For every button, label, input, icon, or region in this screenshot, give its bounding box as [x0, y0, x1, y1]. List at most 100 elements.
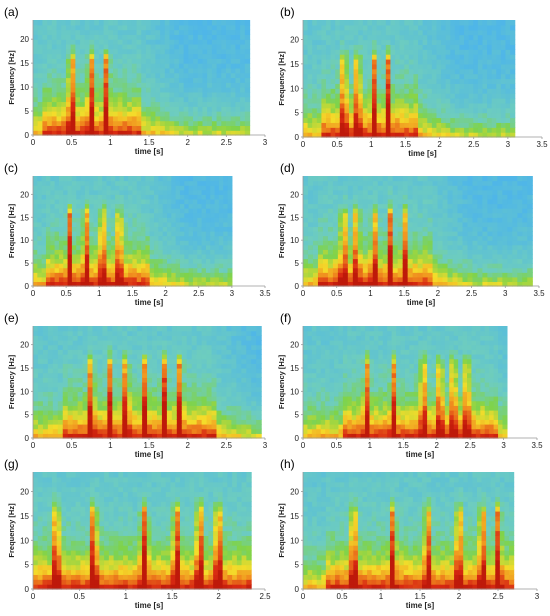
- heatmap-cell: [149, 253, 155, 260]
- heatmap-cell: [447, 212, 454, 218]
- heatmap-cell: [385, 78, 392, 84]
- heatmap-cell: [216, 111, 222, 117]
- heatmap-cell: [47, 340, 54, 346]
- heatmap-cell: [71, 240, 77, 246]
- heatmap-cell: [402, 208, 409, 214]
- heatmap-cell: [226, 111, 232, 117]
- heatmap-cell: [37, 43, 44, 50]
- heatmap-cell: [84, 185, 90, 191]
- heatmap-cell: [127, 43, 133, 50]
- heatmap-cell: [482, 203, 488, 209]
- heatmap-cell: [108, 67, 114, 74]
- heatmap-cell: [115, 272, 121, 278]
- heatmap-cell: [89, 24, 95, 31]
- heatmap-cell: [65, 20, 72, 26]
- heatmap-cell: [385, 68, 392, 75]
- heatmap-cell: [72, 372, 79, 378]
- heatmap-cell: [201, 208, 207, 214]
- heatmap-cell: [102, 226, 108, 232]
- heatmap-cell: [349, 34, 355, 41]
- heatmap-cell: [307, 117, 313, 123]
- heatmap-cell: [61, 96, 67, 103]
- heatmap-cell: [47, 396, 54, 402]
- heatmap-cell: [412, 249, 419, 255]
- heatmap-cell: [37, 400, 44, 406]
- heatmap-cell: [317, 281, 324, 287]
- heatmap-cell: [307, 249, 314, 255]
- heatmap-cell: [412, 217, 419, 223]
- heatmap-cell: [418, 88, 424, 94]
- heatmap-cell: [387, 198, 394, 205]
- heatmap-cell: [441, 117, 447, 123]
- heatmap-cell: [33, 405, 39, 411]
- heatmap-cell: [62, 400, 69, 406]
- heatmap-cell: [482, 244, 488, 250]
- heatmap-cell: [160, 29, 166, 35]
- heatmap-cell: [390, 112, 396, 119]
- heatmap-cell: [211, 24, 218, 31]
- heatmap-cell: [339, 73, 346, 80]
- heatmap-cell: [61, 115, 67, 122]
- heatmap-cell: [57, 354, 64, 360]
- heatmap-cell: [149, 240, 155, 246]
- heatmap-cell: [402, 231, 409, 237]
- heatmap-cell: [54, 272, 60, 278]
- heatmap-cell: [347, 203, 354, 209]
- heatmap-cell: [37, 221, 43, 228]
- heatmap-cell: [70, 91, 76, 98]
- heatmap-cell: [517, 176, 523, 182]
- heatmap-cell: [408, 24, 415, 31]
- heatmap-cell: [487, 272, 493, 278]
- heatmap-cell: [445, 24, 451, 31]
- heatmap-cell: [67, 253, 73, 260]
- heatmap-cell: [418, 20, 424, 26]
- heatmap-cell: [171, 180, 177, 186]
- heatmap-cell: [312, 107, 318, 114]
- heatmap-cell: [512, 240, 518, 246]
- heatmap-cell: [174, 120, 180, 127]
- heatmap-cell: [422, 98, 428, 104]
- heatmap-cell: [332, 194, 339, 200]
- heatmap-cell: [240, 58, 246, 64]
- heatmap-cell: [317, 258, 324, 264]
- heatmap-cell: [326, 112, 332, 119]
- heatmap-cell: [193, 48, 199, 55]
- heatmap-cell: [442, 231, 449, 237]
- heatmap-cell: [178, 53, 185, 59]
- heatmap-cell: [377, 253, 384, 260]
- heatmap-cell: [437, 180, 444, 186]
- heatmap-cell: [216, 130, 222, 136]
- heatmap-cell: [510, 107, 516, 114]
- heatmap-cell: [431, 127, 438, 133]
- heatmap-cell: [171, 235, 177, 241]
- heatmap-cell: [82, 405, 89, 411]
- heatmap-cell: [113, 82, 119, 88]
- heatmap-cell: [52, 377, 59, 383]
- heatmap-cell: [397, 272, 404, 278]
- heatmap-cell: [214, 267, 220, 273]
- heatmap-cell: [89, 180, 95, 186]
- heatmap-cell: [162, 240, 168, 246]
- heatmap-cell: [117, 424, 123, 430]
- heatmap-cell: [452, 249, 459, 255]
- heatmap-cell: [362, 44, 369, 50]
- heatmap-cell: [71, 189, 77, 195]
- heatmap-cell: [106, 240, 112, 246]
- heatmap-cell: [128, 263, 134, 269]
- heatmap-cell: [179, 244, 185, 250]
- heatmap-cell: [72, 400, 79, 406]
- heatmap-cell: [321, 59, 327, 65]
- heatmap-cell: [115, 208, 121, 214]
- heatmap-cell: [527, 180, 533, 186]
- heatmap-cell: [407, 240, 414, 246]
- heatmap-cell: [349, 83, 355, 89]
- heatmap-cell: [132, 198, 138, 205]
- heatmap-cell: [307, 244, 314, 250]
- heatmap-cell: [517, 281, 523, 287]
- heatmap-cell: [37, 382, 44, 388]
- heatmap-cell: [427, 39, 433, 45]
- heatmap-cell: [122, 115, 128, 122]
- heatmap-cell: [33, 212, 38, 218]
- heatmap-cell: [450, 127, 456, 133]
- y-tick-label: 20: [20, 35, 29, 44]
